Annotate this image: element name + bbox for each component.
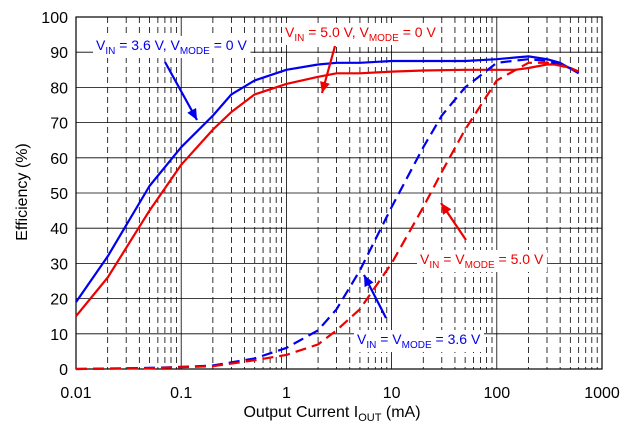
- y-tick-label: 90: [50, 45, 68, 62]
- annotation-text: VIN = 3.6 V, VMODE = 0 V: [96, 37, 247, 57]
- x-tick-label: 0.01: [60, 385, 91, 402]
- arrows: [164, 45, 467, 319]
- y-tick-label: 100: [41, 10, 68, 27]
- y-tick-labels: 0 10 20 30 40 50 60 70 80 90 100: [41, 10, 68, 379]
- annotation-text-part: IN: [105, 46, 115, 57]
- annotation-text-part: IN: [429, 260, 439, 271]
- annotation-text-part: V: [357, 331, 367, 347]
- y-tick-label: 20: [50, 292, 68, 309]
- annotation-text-part: V: [96, 37, 106, 53]
- annotation-text-part: = 0 V: [399, 24, 437, 40]
- annotation-text-part: V: [420, 251, 430, 267]
- annotation-text-part: = 0 V: [210, 37, 248, 53]
- annotation-arrow-head: [320, 81, 330, 93]
- annotation-text-part: IN: [366, 340, 376, 351]
- annotation-text-part: IN: [294, 33, 304, 44]
- series-line: [75, 63, 580, 317]
- annotation-text-part: MODE: [369, 33, 399, 44]
- annotation-text-part: = 5.0 V, V: [304, 24, 369, 40]
- annotation-text-part: MODE: [402, 340, 432, 351]
- x-tick-label: 1000: [584, 385, 620, 402]
- annotation-label: VIN = VMODE = 5.0 V: [417, 250, 547, 272]
- annotation-text: VIN = VMODE = 3.6 V: [357, 331, 481, 351]
- annotation-arrow-head: [441, 203, 452, 215]
- plot-frame: [75, 16, 603, 370]
- annotation-label: VIN = 5.0 V, VMODE = 0 V: [282, 23, 440, 45]
- x-tick-label: 0.1: [170, 385, 192, 402]
- y-tick-label: 60: [50, 151, 68, 168]
- annotation-text-part: = 3.6 V, V: [115, 37, 180, 53]
- annotation-text-part: MODE: [465, 260, 495, 271]
- x-tick-label: 100: [483, 385, 510, 402]
- annotation-arrow-line: [164, 61, 198, 121]
- annotation-label-bg: [93, 36, 251, 58]
- annotation-text-part: = 5.0 V: [495, 251, 544, 267]
- series-line: [75, 55, 580, 303]
- y-tick-label: 30: [50, 256, 68, 273]
- x-tick-label: 10: [383, 385, 401, 402]
- x-tick-labels: 0.01 0.1 1 10 100 1000: [60, 385, 619, 402]
- annotation-text-part: = 3.6 V: [432, 331, 481, 347]
- series-layer: [75, 55, 580, 371]
- annotation-text: VIN = 5.0 V, VMODE = 0 V: [285, 24, 436, 44]
- annotation-text: VIN = VMODE = 5.0 V: [420, 251, 544, 271]
- x-tick-label: 1: [282, 385, 291, 402]
- annotation-text-part: = V: [439, 251, 465, 267]
- annotation-label-bg: [282, 23, 440, 45]
- annotation-text-part: MODE: [180, 46, 210, 57]
- y-tick-label: 80: [50, 80, 68, 97]
- y-axis-label: Efficiency (%): [14, 143, 31, 241]
- x-axis-label: Output Current IOUT (mA): [243, 404, 420, 424]
- annotation-arrow-head: [187, 108, 197, 120]
- annotation-text-part: = V: [376, 331, 402, 347]
- y-tick-label: 70: [50, 116, 68, 133]
- annotation-text-part: V: [285, 24, 295, 40]
- y-tick-label: 10: [50, 327, 68, 344]
- y-tick-label: 50: [50, 186, 68, 203]
- annotation-arrow-head: [364, 275, 374, 288]
- y-tick-label: 0: [59, 362, 68, 379]
- annotation-label-bg: [417, 250, 547, 272]
- y-tick-label: 40: [50, 221, 68, 238]
- annotation-label: VIN = VMODE = 3.6 V: [354, 330, 484, 352]
- annotation-label-bg: [354, 330, 484, 352]
- series-line: [75, 61, 580, 371]
- annotation-label: VIN = 3.6 V, VMODE = 0 V: [93, 36, 251, 58]
- series-line: [75, 58, 580, 371]
